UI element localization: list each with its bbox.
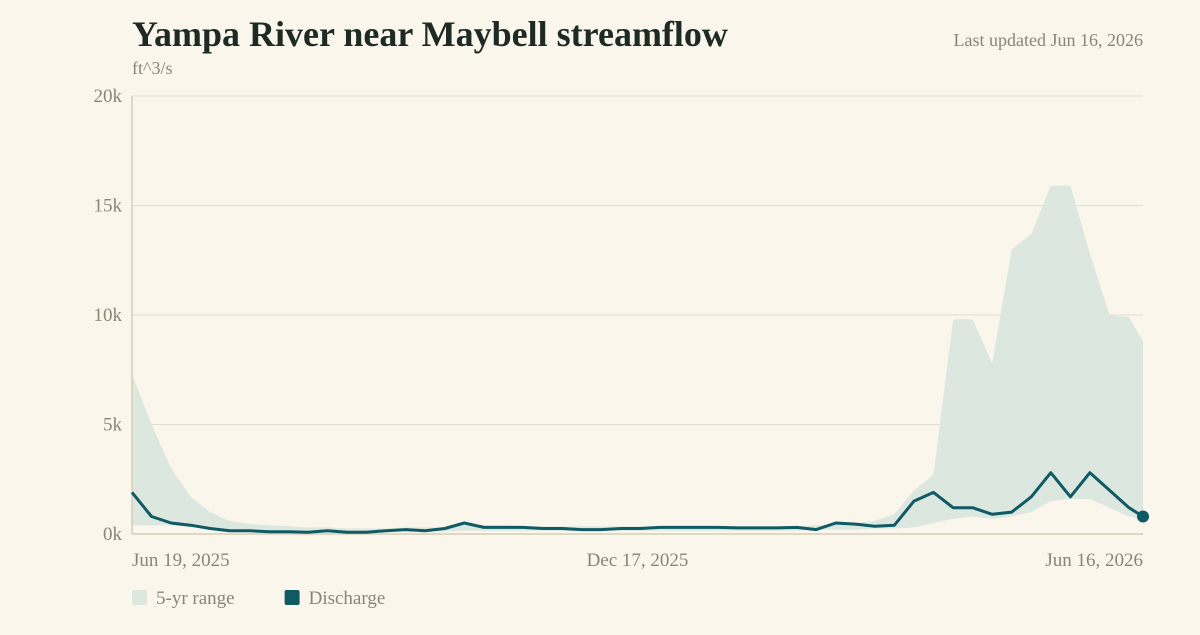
x-tick-label: Jun 19, 2025 (132, 550, 230, 571)
y-tick-label: 5k (103, 415, 123, 436)
latest-point (1137, 510, 1149, 523)
y-tick-label: 10k (94, 305, 123, 326)
range-band (132, 185, 1143, 533)
legend-swatch (284, 590, 300, 605)
legend-label: Discharge (309, 588, 386, 609)
legend-swatch (132, 590, 147, 605)
x-tick-label: Dec 17, 2025 (587, 550, 689, 571)
last-updated: Last updated Jun 16, 2026 (954, 30, 1143, 50)
unit-label: ft^3/s (132, 58, 172, 78)
legend-label: 5-yr range (156, 588, 235, 609)
y-tick-label: 15k (94, 196, 123, 217)
y-tick-label: 0k (103, 524, 123, 545)
chart-title: Yampa River near Maybell streamflow (132, 14, 728, 54)
x-tick-label: Jun 16, 2026 (1045, 550, 1143, 571)
y-tick-label: 20k (94, 86, 123, 107)
discharge-line (130, 471, 1144, 534)
